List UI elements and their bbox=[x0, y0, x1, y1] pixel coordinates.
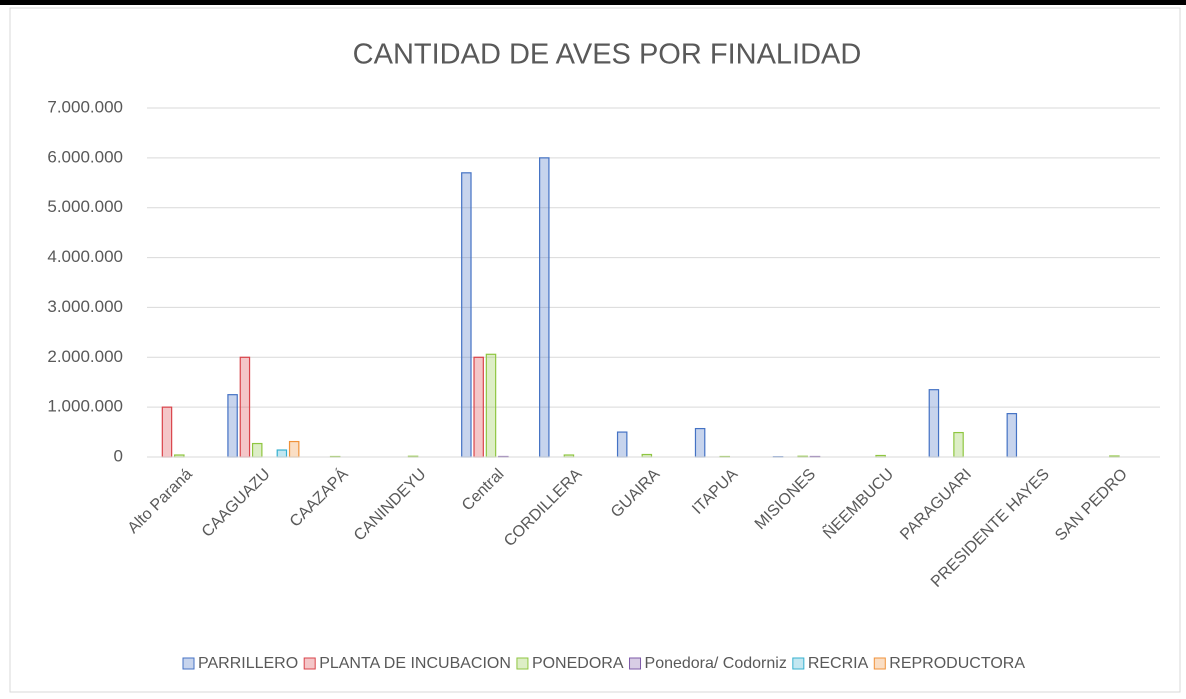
legend-swatch bbox=[182, 657, 195, 670]
legend-swatch bbox=[792, 657, 805, 670]
legend-swatch bbox=[629, 657, 642, 670]
legend-label: RECRIA bbox=[808, 655, 869, 672]
legend-swatch bbox=[516, 657, 529, 670]
bar bbox=[694, 427, 706, 458]
legend-label: PARRILLERO bbox=[198, 655, 298, 672]
y-tick-label: 6.000.000 bbox=[47, 147, 123, 166]
bar bbox=[539, 157, 550, 458]
bar bbox=[251, 442, 263, 458]
bar bbox=[288, 440, 300, 458]
bar bbox=[473, 356, 484, 458]
y-tick-label: 3.000.000 bbox=[47, 297, 123, 316]
bar bbox=[616, 431, 628, 458]
y-tick-label: 7.000.000 bbox=[47, 97, 123, 116]
y-tick-label: 1.000.000 bbox=[47, 397, 123, 416]
top-border bbox=[0, 0, 1186, 5]
bar bbox=[227, 394, 238, 458]
bar bbox=[239, 356, 251, 458]
legend-label: PONEDORA bbox=[532, 655, 624, 672]
legend-label: PLANTA DE INCUBACION bbox=[319, 655, 511, 672]
chart-title: CANTIDAD DE AVES POR FINALIDAD bbox=[353, 39, 862, 71]
legend-swatch bbox=[303, 657, 316, 670]
y-tick-label: 5.000.000 bbox=[47, 197, 123, 216]
bar bbox=[276, 449, 288, 458]
bar bbox=[1006, 413, 1018, 458]
legend-label: Ponedora/ Codorniz bbox=[645, 655, 787, 672]
chart-frame bbox=[9, 7, 1181, 693]
legend-swatch bbox=[873, 657, 886, 670]
y-tick-label: 4.000.000 bbox=[47, 247, 123, 266]
bar bbox=[928, 389, 940, 458]
y-tick-label: 2.000.000 bbox=[47, 347, 123, 366]
legend-label: REPRODUCTORA bbox=[889, 655, 1025, 672]
bar bbox=[461, 172, 472, 458]
y-tick-label: 0 bbox=[114, 446, 123, 465]
bar bbox=[485, 353, 497, 458]
bar bbox=[953, 431, 964, 458]
bar bbox=[161, 406, 173, 458]
